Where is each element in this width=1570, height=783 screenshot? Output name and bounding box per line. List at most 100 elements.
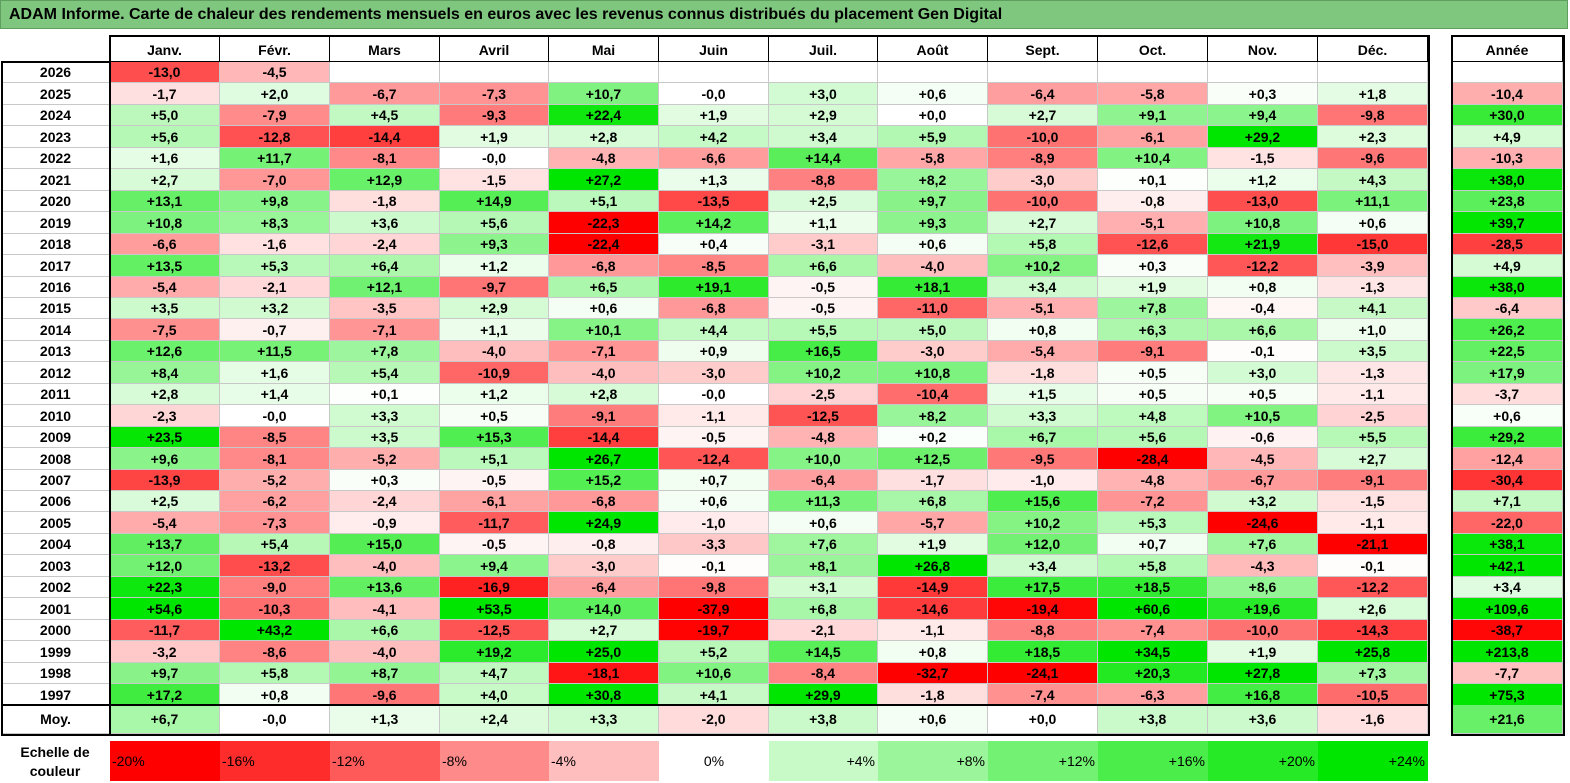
heatmap-cell: -14,9 bbox=[878, 577, 988, 598]
heatmap-cell: +3,4 bbox=[769, 126, 878, 148]
heatmap-cell: -12,6 bbox=[1098, 234, 1208, 255]
heatmap-cell: +12,0 bbox=[110, 555, 220, 577]
heatmap-cell: +3,4 bbox=[988, 277, 1098, 298]
heatmap-cell: +13,6 bbox=[330, 577, 440, 598]
heatmap-cell: -24,6 bbox=[1208, 512, 1318, 534]
heatmap-cell: +13,1 bbox=[110, 191, 220, 212]
heatmap-cell: -1,7 bbox=[110, 83, 220, 105]
heatmap-cell: +9,3 bbox=[440, 234, 549, 255]
heatmap-cell: -28,4 bbox=[1098, 448, 1208, 470]
annual-cell: -7,7 bbox=[1452, 663, 1563, 684]
heatmap-cell: -0,7 bbox=[220, 319, 330, 341]
heatmap-cell: +2,7 bbox=[549, 620, 659, 641]
heatmap-cell: -7,4 bbox=[988, 684, 1098, 706]
heatmap-cell: -5,4 bbox=[110, 512, 220, 534]
heatmap-cell: +1,2 bbox=[440, 255, 549, 277]
heatmap-cell: +24,9 bbox=[549, 512, 659, 534]
heatmap-cell: +10,5 bbox=[1208, 405, 1318, 427]
heatmap-cell: -8,8 bbox=[769, 169, 878, 191]
heatmap-cell: +2,6 bbox=[1318, 598, 1428, 620]
month-header: Mai bbox=[549, 36, 659, 62]
heatmap-cell bbox=[659, 62, 769, 83]
heatmap-cell: -2,5 bbox=[769, 384, 878, 405]
heatmap-cell: -6,6 bbox=[659, 148, 769, 169]
year-label: 1997 bbox=[2, 684, 110, 706]
year-label: 2023 bbox=[2, 126, 110, 148]
heatmap-cell: +4,8 bbox=[1098, 405, 1208, 427]
heatmap-cell: +10,2 bbox=[769, 362, 878, 384]
heatmap-cell: +2,5 bbox=[769, 191, 878, 212]
heatmap-cell: -5,4 bbox=[988, 341, 1098, 362]
heatmap-cell: +0,3 bbox=[1208, 83, 1318, 105]
heatmap-cell: +3,0 bbox=[769, 83, 878, 105]
year-label: 1999 bbox=[2, 641, 110, 663]
annual-cell: +213,8 bbox=[1452, 641, 1563, 663]
average-cell: +0,0 bbox=[988, 705, 1098, 734]
heatmap-cell: +3,6 bbox=[330, 212, 440, 234]
heatmap-cell: -0,9 bbox=[330, 512, 440, 534]
scale-swatch: +8% bbox=[878, 741, 988, 781]
month-header: Avril bbox=[440, 36, 549, 62]
heatmap-cell: +14,0 bbox=[549, 598, 659, 620]
heatmap-cell bbox=[878, 62, 988, 83]
heatmap-cell: +1,9 bbox=[659, 105, 769, 126]
annual-cell: +23,8 bbox=[1452, 191, 1563, 212]
heatmap-cell: -4,8 bbox=[769, 427, 878, 448]
annual-cell: -38,7 bbox=[1452, 620, 1563, 641]
year-label: 2008 bbox=[2, 448, 110, 470]
heatmap-cell: -9,3 bbox=[440, 105, 549, 126]
heatmap-cell: -9,1 bbox=[549, 405, 659, 427]
heatmap-cell: +6,7 bbox=[988, 427, 1098, 448]
heatmap-cell: -1,0 bbox=[659, 512, 769, 534]
heatmap-cell: +0,3 bbox=[330, 470, 440, 491]
average-cell: +1,3 bbox=[330, 705, 440, 734]
heatmap-cell: -18,1 bbox=[549, 663, 659, 684]
average-cell: -0,0 bbox=[220, 705, 330, 734]
heatmap-cell: +17,2 bbox=[110, 684, 220, 706]
heatmap-cell: -1,5 bbox=[1208, 148, 1318, 169]
heatmap-cell: +5,6 bbox=[110, 126, 220, 148]
heatmap-cell: -0,0 bbox=[220, 405, 330, 427]
heatmap-cell: -4,8 bbox=[549, 148, 659, 169]
heatmap-cell: +0,6 bbox=[659, 491, 769, 512]
year-label: 2005 bbox=[2, 512, 110, 534]
heatmap-cell: +11,5 bbox=[220, 341, 330, 362]
heatmap-cell: -0,5 bbox=[440, 534, 549, 555]
heatmap-cell: -10,0 bbox=[988, 126, 1098, 148]
heatmap-cell: -9,1 bbox=[1318, 470, 1428, 491]
heatmap-cell: +1,6 bbox=[220, 362, 330, 384]
annual-cell bbox=[1452, 62, 1563, 83]
heatmap-cell: +4,5 bbox=[330, 105, 440, 126]
heatmap-cell: -12,2 bbox=[1318, 577, 1428, 598]
heatmap-cell: -6,6 bbox=[110, 234, 220, 255]
title-bar: ADAM Informe. Carte de chaleur des rende… bbox=[0, 0, 1568, 29]
heatmap-cell: +5,3 bbox=[1098, 512, 1208, 534]
heatmap-cell: -6,8 bbox=[549, 255, 659, 277]
month-header: Mars bbox=[330, 36, 440, 62]
heatmap-cell: +2,3 bbox=[1318, 126, 1428, 148]
heatmap-cell: +6,4 bbox=[330, 255, 440, 277]
heatmap-cell: +5,8 bbox=[988, 234, 1098, 255]
heatmap-cell: -10,0 bbox=[1208, 620, 1318, 641]
heatmap-cell: -21,1 bbox=[1318, 534, 1428, 555]
annual-cell: +4,9 bbox=[1452, 255, 1563, 277]
heatmap-cell: -1,1 bbox=[1318, 384, 1428, 405]
heatmap-cell: +19,2 bbox=[440, 641, 549, 663]
heatmap-cell: -4,8 bbox=[1098, 470, 1208, 491]
heatmap-cell: +10,1 bbox=[549, 319, 659, 341]
heatmap-cell: -12,2 bbox=[1208, 255, 1318, 277]
annual-cell: +109,6 bbox=[1452, 598, 1563, 620]
heatmap-cell: -7,3 bbox=[220, 512, 330, 534]
heatmap-cell: -0,0 bbox=[659, 83, 769, 105]
heatmap-cell: +3,3 bbox=[988, 405, 1098, 427]
heatmap-cell: -0,1 bbox=[1208, 341, 1318, 362]
heatmap-cell: +6,5 bbox=[549, 277, 659, 298]
heatmap-cell: +2,7 bbox=[1318, 448, 1428, 470]
heatmap-cell: +14,5 bbox=[769, 641, 878, 663]
heatmap-cell: +14,9 bbox=[440, 191, 549, 212]
heatmap-cell: +5,6 bbox=[1098, 427, 1208, 448]
heatmap-cell: +0,6 bbox=[549, 298, 659, 319]
heatmap-cell: -4,0 bbox=[330, 555, 440, 577]
scale-swatch: +20% bbox=[1208, 741, 1318, 781]
heatmap-cell: -8,5 bbox=[659, 255, 769, 277]
